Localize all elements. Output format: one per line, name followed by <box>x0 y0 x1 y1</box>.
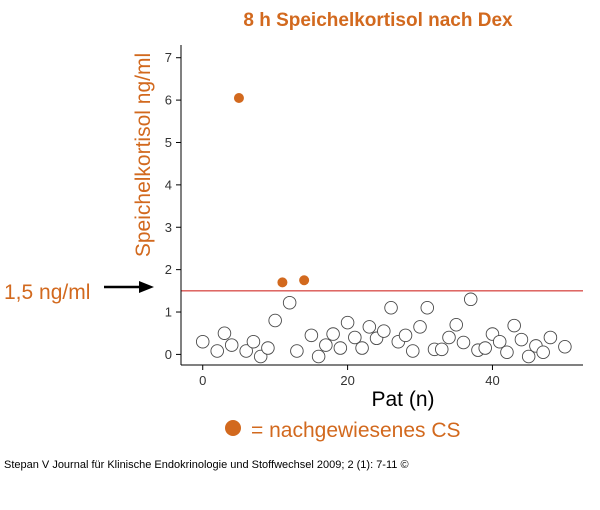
data-point-patient <box>543 330 558 345</box>
data-point-patient <box>449 317 463 332</box>
legend-label: = nachgewiesenes CS <box>251 419 461 442</box>
y-axis-label: Speichelkortisol ng/ml <box>132 53 155 257</box>
y-tick-label: 7 <box>165 50 172 65</box>
data-point-patient <box>246 334 261 349</box>
data-point-patient <box>536 345 550 360</box>
data-point-patient <box>319 338 333 352</box>
data-point-patient <box>217 326 232 340</box>
data-point-patient <box>413 320 427 334</box>
x-axis: 0 20 40 <box>199 365 500 388</box>
data-point-patient <box>500 345 514 360</box>
data-point-patient <box>507 318 521 333</box>
data-point-patient <box>268 313 282 328</box>
data-point-patient <box>261 341 275 355</box>
data-point-patient <box>333 341 348 355</box>
data-point-patient <box>384 301 398 315</box>
data-point-patient <box>290 344 304 358</box>
x-tick-label: 40 <box>485 373 499 388</box>
data-point-patient <box>456 335 471 350</box>
y-tick-label: 5 <box>165 135 172 150</box>
data-point-confirmed-cs <box>299 275 310 286</box>
threshold-annotation: 1,5 ng/ml <box>4 281 90 304</box>
data-point-patient <box>282 295 297 310</box>
data-point-confirmed-cs <box>233 92 244 103</box>
x-axis-label: Pat (n) <box>371 388 434 411</box>
y-tick-label: 6 <box>165 93 172 108</box>
y-axis: 0 1 2 3 4 5 6 7 <box>165 50 181 362</box>
plot-area <box>181 45 583 365</box>
data-point-patient <box>224 338 239 352</box>
x-tick-label: 0 <box>199 373 206 388</box>
data-point-patient <box>355 341 369 355</box>
data-points <box>195 92 572 364</box>
data-point-patient <box>478 341 492 355</box>
data-point-patient <box>362 320 377 334</box>
data-point-patient <box>304 328 319 343</box>
data-point-patient <box>521 349 536 364</box>
data-point-confirmed-cs <box>277 277 288 288</box>
y-tick-label: 4 <box>165 177 172 192</box>
data-point-patient <box>406 344 420 358</box>
data-point-patient <box>398 328 413 343</box>
arrow-right-icon <box>104 281 154 293</box>
y-tick-label: 0 <box>165 347 172 362</box>
data-point-patient <box>514 332 529 347</box>
chart-title: 8 h Speichelkortisol nach Dex <box>243 10 513 31</box>
data-point-patient <box>239 344 253 358</box>
data-point-patient <box>348 330 362 345</box>
data-point-patient <box>442 330 456 345</box>
x-tick-label: 20 <box>340 373 354 388</box>
citation-footer: Stepan V Journal für Klinische Endokrino… <box>4 459 409 471</box>
y-tick-label: 2 <box>165 262 172 277</box>
data-point-patient <box>558 340 572 354</box>
data-point-patient <box>311 349 326 364</box>
y-tick-label: 1 <box>165 305 172 320</box>
data-point-patient <box>435 342 449 357</box>
data-point-patient <box>377 324 391 338</box>
data-point-patient <box>340 315 355 330</box>
data-point-patient <box>195 334 210 349</box>
y-tick-label: 3 <box>165 220 172 235</box>
data-point-patient <box>420 301 435 315</box>
data-point-patient <box>326 327 340 341</box>
data-point-patient <box>210 344 224 358</box>
data-point-patient <box>463 292 478 307</box>
data-point-patient <box>492 334 507 349</box>
legend-marker <box>225 420 241 436</box>
